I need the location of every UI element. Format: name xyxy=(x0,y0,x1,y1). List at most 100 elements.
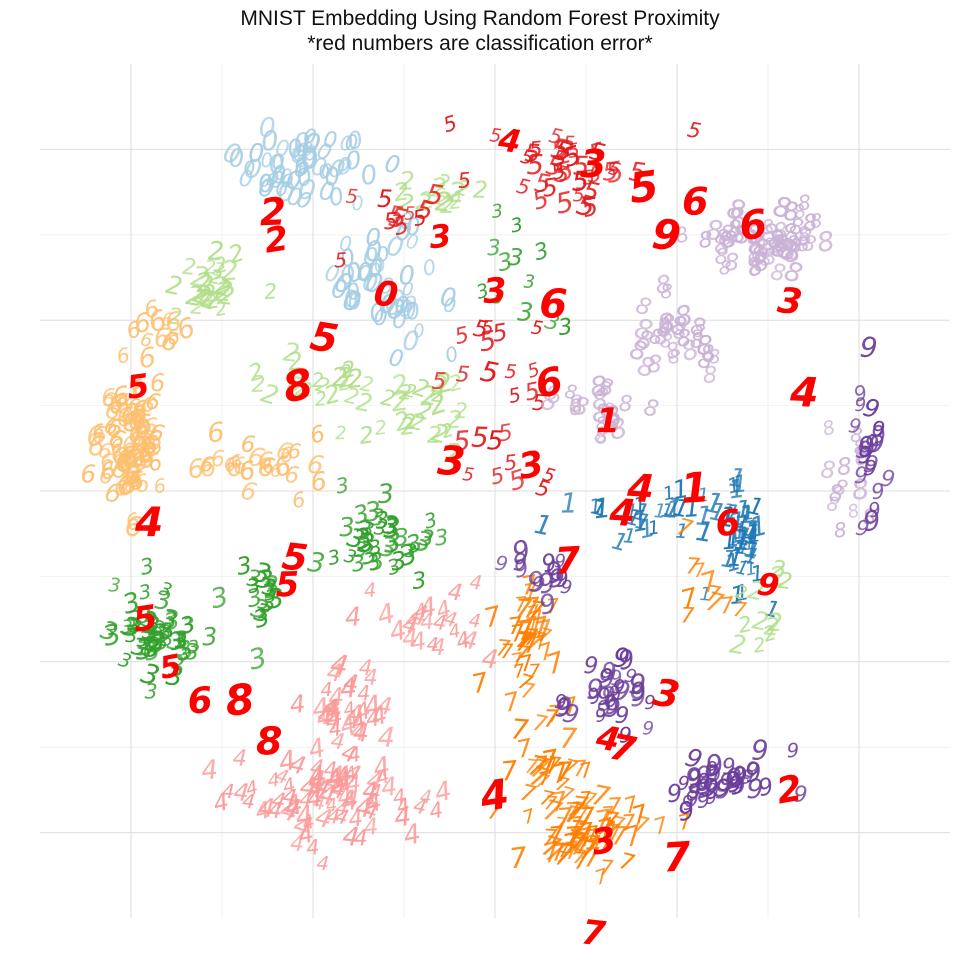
digit-point-4: 4 xyxy=(419,787,432,809)
digit-point-3: 3 xyxy=(139,607,160,639)
digit-point-3: 3 xyxy=(377,531,400,565)
digit-point-4: 4 xyxy=(312,802,335,835)
digit-point-4: 4 xyxy=(324,758,338,783)
digit-point-5: 5 xyxy=(452,425,472,458)
digit-point-4: 4 xyxy=(432,610,448,635)
digit-point-4: 4 xyxy=(441,606,459,632)
digit-point-4: 4 xyxy=(326,805,341,829)
digit-point-1: 1 xyxy=(748,525,762,547)
digit-point-6: 6 xyxy=(124,512,143,544)
digit-point-4: 4 xyxy=(276,745,299,779)
digit-point-4: 4 xyxy=(316,779,339,813)
digit-point-1: 1 xyxy=(763,595,783,623)
digit-point-5: 5 xyxy=(471,421,489,454)
digit-point-5: 5 xyxy=(587,163,603,189)
digit-point-1: 1 xyxy=(697,485,710,507)
error-point-3: 3 xyxy=(482,271,508,312)
digit-point-3: 3 xyxy=(187,637,200,659)
digit-point-4: 4 xyxy=(327,761,348,793)
digit-point-4: 4 xyxy=(349,717,367,748)
digit-point-2: 2 xyxy=(184,280,206,313)
digit-point-6: 6 xyxy=(105,423,128,455)
digit-point-3: 3 xyxy=(129,632,149,662)
error-point-6: 6 xyxy=(682,180,709,224)
digit-point-0: 0 xyxy=(271,149,285,174)
digit-point-3: 3 xyxy=(376,479,395,510)
digit-point-4: 4 xyxy=(354,826,368,851)
digit-point-2: 2 xyxy=(163,270,184,302)
digit-point-3: 3 xyxy=(531,237,552,266)
digit-point-6: 6 xyxy=(279,443,294,469)
digit-point-4: 4 xyxy=(305,784,324,814)
digit-point-3: 3 xyxy=(383,513,400,544)
digit-point-0: 0 xyxy=(403,297,423,327)
digit-point-4: 4 xyxy=(325,657,344,688)
digit-point-0: 0 xyxy=(373,305,389,332)
digit-point-6: 6 xyxy=(120,431,139,461)
digit-point-1: 1 xyxy=(743,558,759,581)
digit-point-3: 3 xyxy=(260,574,278,602)
digit-point-4: 4 xyxy=(308,778,322,803)
digit-point-4: 4 xyxy=(289,831,304,858)
digit-point-2: 2 xyxy=(440,191,455,219)
digit-point-2: 2 xyxy=(447,176,466,210)
digit-point-0: 0 xyxy=(377,280,394,310)
digit-point-2: 2 xyxy=(736,612,755,639)
digit-point-3: 3 xyxy=(422,508,440,533)
digit-point-2: 2 xyxy=(354,387,375,419)
digit-point-4: 4 xyxy=(446,579,464,607)
digit-point-0: 0 xyxy=(334,153,355,182)
digit-point-4: 4 xyxy=(364,666,378,691)
digit-point-8: 8 xyxy=(819,455,837,484)
digit-point-4: 4 xyxy=(310,772,328,799)
digit-point-3: 3 xyxy=(495,247,516,278)
digit-point-2: 2 xyxy=(358,422,376,450)
digit-point-3: 3 xyxy=(507,243,524,272)
digit-point-5: 5 xyxy=(602,157,619,186)
digit-point-5: 5 xyxy=(550,136,568,162)
digit-point-9: 9 xyxy=(859,330,879,364)
digit-point-1: 1 xyxy=(632,508,653,537)
digit-point-0: 0 xyxy=(260,149,274,173)
digit-point-4: 4 xyxy=(365,765,385,797)
digit-point-5: 5 xyxy=(496,419,515,447)
digit-point-0: 0 xyxy=(272,160,287,185)
digit-point-4: 4 xyxy=(328,777,348,806)
digit-point-0: 0 xyxy=(398,261,415,291)
digit-point-4: 4 xyxy=(312,772,334,803)
digit-point-4: 4 xyxy=(309,769,322,792)
digit-point-1: 1 xyxy=(590,495,609,522)
digit-point-6: 6 xyxy=(116,445,131,469)
digit-point-5: 5 xyxy=(543,150,565,182)
digit-point-2: 2 xyxy=(211,252,231,280)
digit-point-0: 0 xyxy=(442,293,458,318)
digit-point-2: 2 xyxy=(416,187,436,216)
digit-point-3: 3 xyxy=(354,538,367,562)
digit-point-4: 4 xyxy=(280,792,304,826)
digit-point-2: 2 xyxy=(373,416,388,440)
digit-point-5: 5 xyxy=(565,138,581,163)
digit-point-2: 2 xyxy=(448,189,463,214)
digit-point-6: 6 xyxy=(115,343,132,369)
digit-point-0: 0 xyxy=(439,283,458,314)
digit-point-2: 2 xyxy=(335,423,347,444)
digit-point-6: 6 xyxy=(118,458,142,493)
error-point-5: 5 xyxy=(275,565,300,605)
digit-point-0: 0 xyxy=(377,273,396,301)
digit-point-2: 2 xyxy=(434,169,453,196)
digit-point-4: 4 xyxy=(379,772,399,803)
digit-point-6: 6 xyxy=(143,413,158,441)
digit-point-0: 0 xyxy=(257,170,273,193)
digit-point-4: 4 xyxy=(363,788,385,819)
digit-point-6: 6 xyxy=(90,420,110,450)
digit-point-4: 4 xyxy=(348,707,369,736)
digit-point-3: 3 xyxy=(234,551,254,581)
digit-point-0: 0 xyxy=(256,172,277,203)
error-point-5: 5 xyxy=(307,313,341,363)
digit-point-4: 4 xyxy=(480,644,500,676)
digit-point-4: 4 xyxy=(339,674,358,705)
digit-point-7: 7 xyxy=(564,798,581,828)
digit-point-0: 0 xyxy=(292,141,308,168)
digit-point-2: 2 xyxy=(210,259,227,282)
digit-point-1: 1 xyxy=(727,473,747,505)
